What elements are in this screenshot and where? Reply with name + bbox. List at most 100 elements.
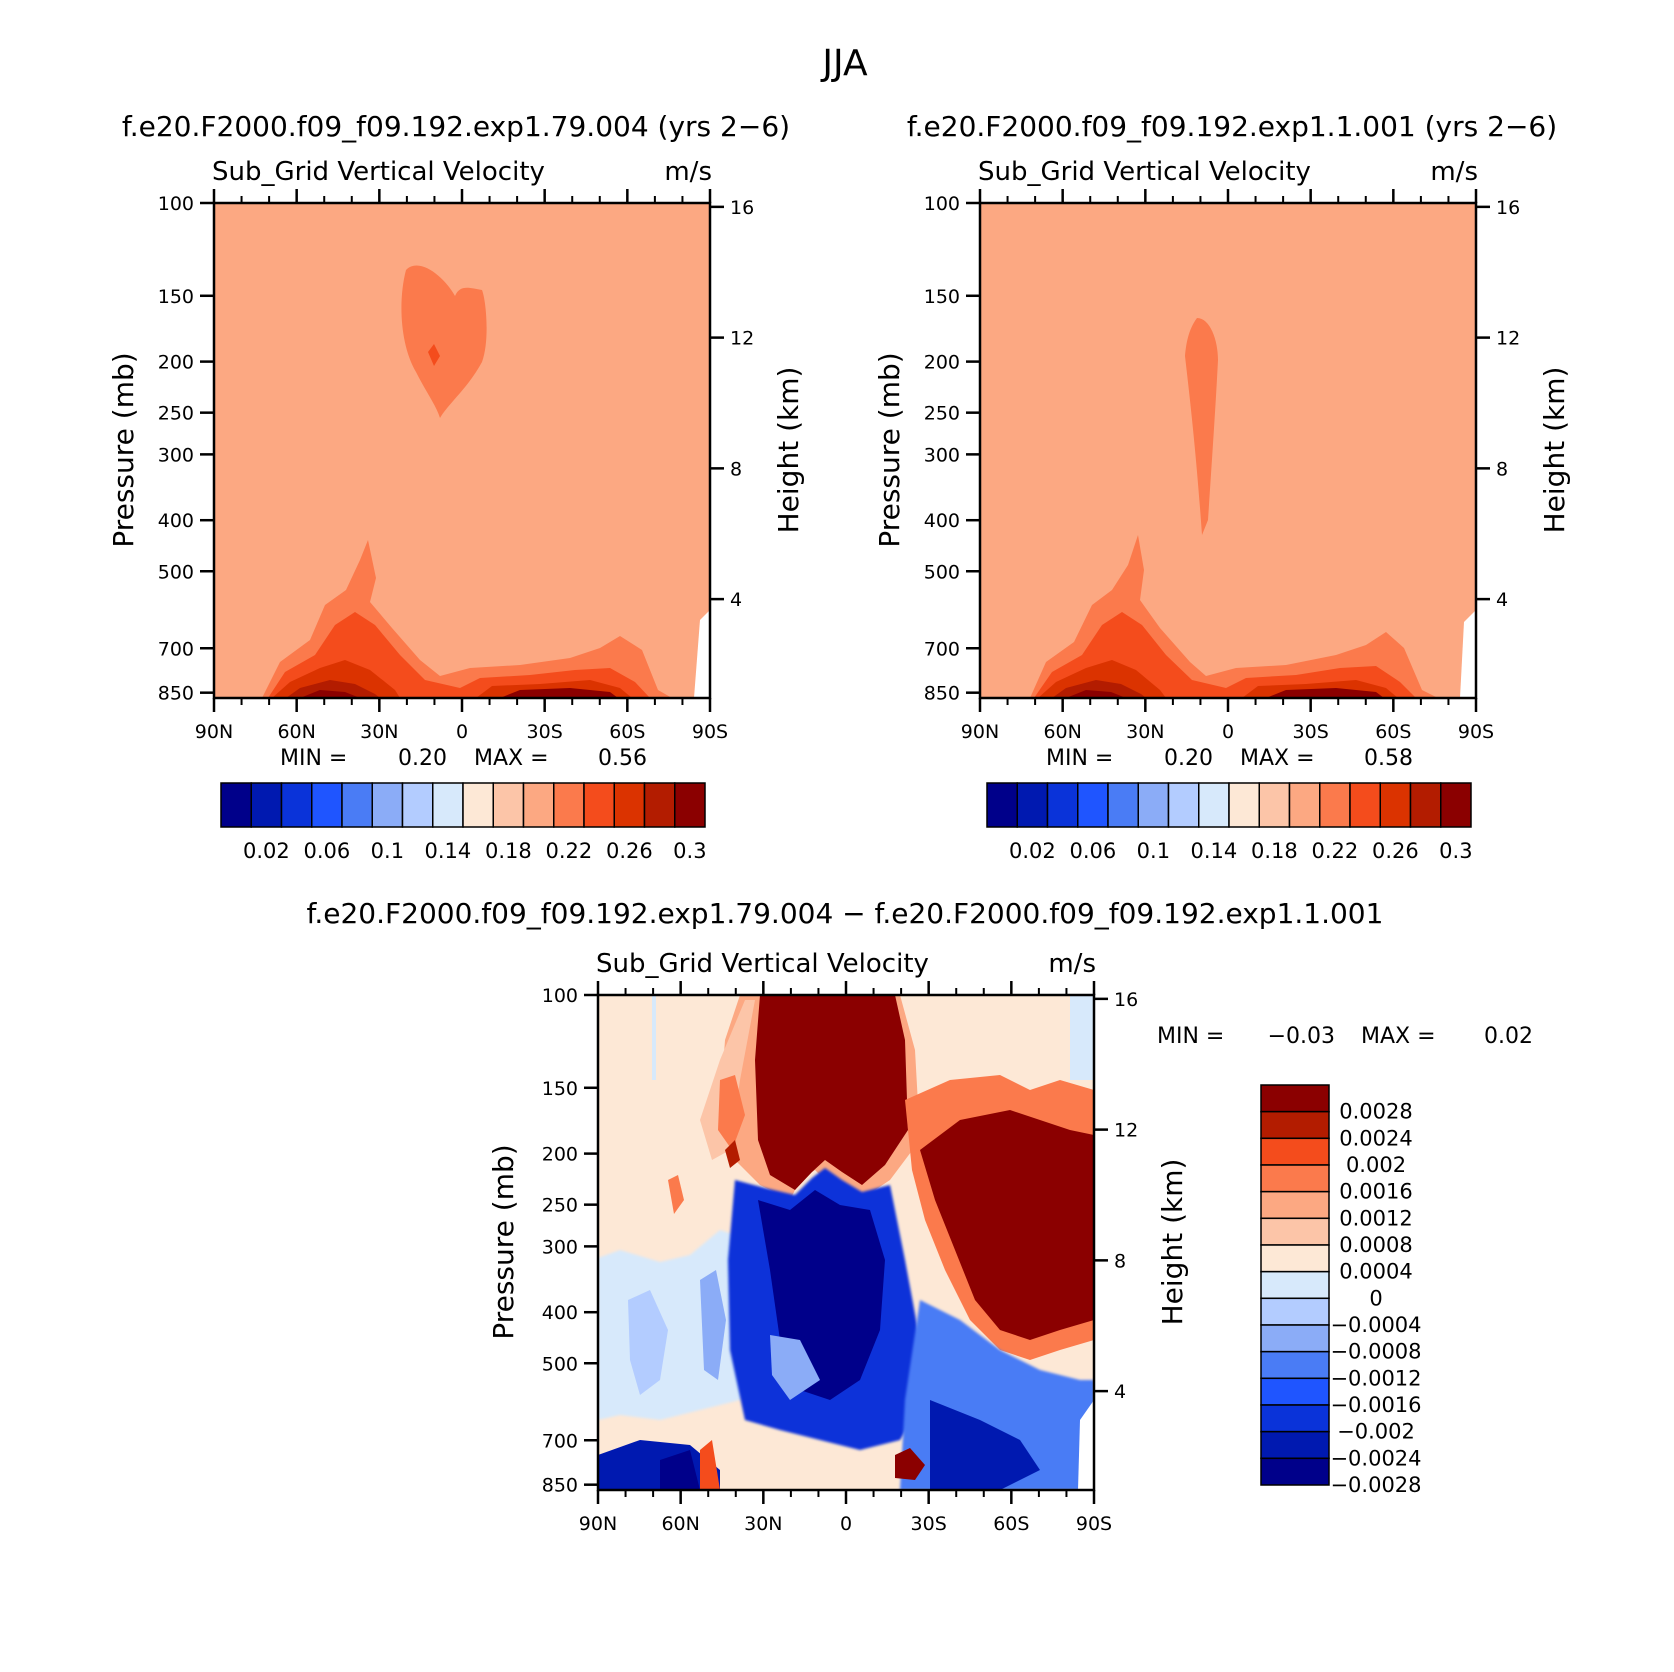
colorbar-label: 0.3 (673, 839, 706, 863)
panel-a-units: m/s (664, 157, 712, 187)
panel-b-max-label: MAX = (1240, 746, 1315, 771)
colorbar-swatch (1260, 1244, 1330, 1273)
colorbar-label: 0.1 (371, 839, 404, 863)
colorbar-swatch (432, 782, 464, 828)
colorbar-label: 0.22 (1311, 839, 1358, 863)
colorbar-swatch (220, 782, 252, 828)
height-tick-label: 8 (730, 458, 742, 480)
colorbar-swatch (1260, 1190, 1330, 1220)
colorbar-label: −0.0028 (1330, 1473, 1421, 1497)
panel-c-min-label: MIN = (1157, 1024, 1224, 1049)
height-tick-label: 16 (730, 197, 754, 219)
panel-a-lowlevel-core-south (500, 688, 618, 698)
colorbar-swatch (1198, 782, 1230, 828)
panel-b-lowlevel-core-south (1266, 688, 1384, 698)
colorbar-label: 0 (1369, 1286, 1382, 1310)
panel-b-units: m/s (1430, 157, 1478, 187)
latitude-tick-label: 60S (1375, 721, 1411, 743)
figure-title: JJA (820, 43, 868, 84)
colorbar-swatch (1260, 1430, 1330, 1460)
colorbar-swatch (1260, 1377, 1330, 1406)
colorbar-swatch (1260, 1297, 1330, 1326)
colorbar-swatch (1137, 782, 1170, 828)
latitude-tick-label: 30S (527, 721, 563, 743)
panel-c-positive-core-tropics (755, 995, 908, 1190)
colorbar-label: 0.0024 (1339, 1126, 1412, 1150)
pressure-tick-label: 700 (542, 1430, 578, 1452)
colorbar-swatch (1077, 782, 1109, 828)
panel-b-variable: Sub_Grid Vertical Velocity (978, 157, 1311, 187)
pressure-tick-label: 150 (924, 286, 960, 308)
latitude-tick-label: 60S (609, 721, 645, 743)
panel-b-colorbar: 0.02 0.06 0.1 0.14 0.18 0.22 0.26 0.3 (986, 782, 1473, 863)
height-tick-label: 12 (730, 328, 754, 350)
latitude-tick-label: 90S (1076, 1513, 1112, 1535)
colorbar-swatch (401, 782, 434, 828)
colorbar-swatch (1258, 782, 1291, 828)
colorbar-label: −0.0008 (1330, 1340, 1421, 1364)
panel-a-ylabel: Pressure (mb) (107, 352, 140, 547)
colorbar-swatch (1349, 782, 1381, 828)
panel-a-axes: 100 150 200 250 300 400 500 700 850 4 8 12 16 90N 60N 3… (158, 189, 754, 743)
panel-a-upper-maximum (401, 265, 487, 418)
latitude-tick-label: 90S (1458, 721, 1494, 743)
panel-b-background-contour (980, 203, 1476, 698)
colorbar-swatch (1046, 782, 1079, 828)
colorbar-swatch (643, 782, 676, 828)
panel-a-field (214, 203, 710, 698)
panel-b-ylabel: Pressure (mb) (873, 352, 906, 547)
latitude-tick-label: 60N (1043, 721, 1081, 743)
colorbar-swatch (1260, 1404, 1330, 1433)
panel-difference: Sub_Grid Vertical Velocity m/s (487, 949, 1533, 1535)
latitude-tick-label: 30S (1293, 721, 1329, 743)
panel-b-axes: 100 150 200 250 300 400 500 700 850 4 8 12 16 90N 60N 3… (924, 189, 1520, 743)
colorbar-swatch (1260, 1350, 1330, 1380)
colorbar-swatch (1016, 782, 1049, 828)
colorbar-swatch (1260, 1457, 1330, 1486)
colorbar-swatch (371, 782, 404, 828)
colorbar-swatch (553, 782, 585, 828)
panel-a-lowlevel-band-5 (286, 680, 380, 698)
pressure-tick-label: 200 (542, 1144, 578, 1166)
colorbar-label: −0.0024 (1330, 1446, 1421, 1470)
panel-a-missing-data (694, 610, 710, 698)
panel-a-colorbar: 0.02 0.06 0.1 0.14 0.18 0.22 0.26 0.3 (220, 782, 707, 863)
panel-c-variable: Sub_Grid Vertical Velocity (596, 949, 929, 979)
pressure-tick-label: 250 (924, 403, 960, 425)
pressure-tick-label: 700 (158, 638, 194, 660)
colorbar-label: 0.02 (243, 839, 290, 863)
panel-run-b: Sub_Grid Vertical Velocity m/s 100 150 200… (873, 157, 1571, 863)
colorbar-label: 0.18 (1251, 839, 1298, 863)
latitude-tick-label: 60S (993, 1513, 1029, 1535)
latitude-tick-label: 0 (1222, 721, 1234, 743)
colorbar-label: −0.002 (1337, 1420, 1415, 1444)
panel-c-positive-surface-south (895, 1448, 925, 1480)
diff-label: f.e20.F2000.f09_f09.192.exp1.79.004 − f.… (307, 897, 1384, 930)
colorbar-swatch (1167, 782, 1200, 828)
pressure-tick-label: 300 (158, 444, 194, 466)
pressure-tick-label: 700 (924, 638, 960, 660)
pressure-tick-label: 100 (924, 193, 960, 215)
colorbar-swatch (1288, 782, 1321, 828)
panel-run-a: Sub_Grid Vertical Velocity m/s 100 150 200… (107, 157, 805, 863)
colorbar-label: 0.0008 (1339, 1233, 1412, 1257)
colorbar-swatch (1260, 1084, 1330, 1113)
panel-a-background-contour (214, 203, 710, 698)
colorbar-label: 0.002 (1346, 1153, 1406, 1177)
pressure-tick-label: 850 (542, 1475, 578, 1497)
pressure-tick-label: 250 (158, 403, 194, 425)
colorbar-swatch (1440, 782, 1472, 828)
pressure-tick-label: 300 (924, 444, 960, 466)
colorbar-label: 0.26 (1372, 839, 1419, 863)
panel-a-y2label: Height (km) (772, 367, 805, 534)
latitude-tick-label: 30S (911, 1513, 947, 1535)
colorbar-swatch (250, 782, 283, 828)
panel-c-negative-interior-light (770, 1335, 820, 1400)
panel-c-positive-patch-north (718, 1075, 745, 1150)
latitude-tick-label: 0 (840, 1513, 852, 1535)
colorbar-swatch (674, 782, 706, 828)
panel-c-y2label: Height (km) (1156, 1159, 1189, 1326)
colorbar-swatch (1107, 782, 1139, 828)
run-b-label: f.e20.F2000.f09_f09.192.exp1.1.001 (yrs … (907, 110, 1557, 143)
